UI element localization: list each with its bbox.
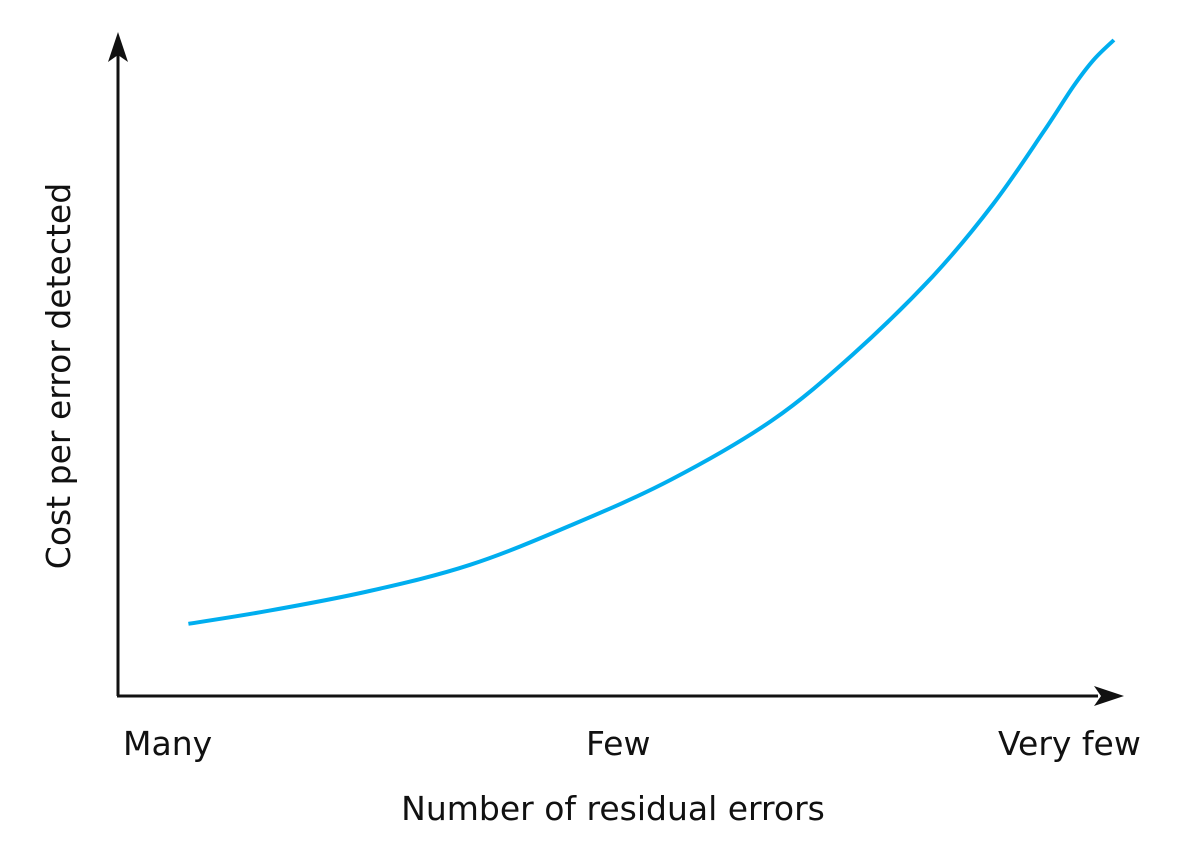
x-tick-label-many: Many [123, 724, 212, 763]
x-axis-arrow [1094, 686, 1124, 706]
y-axis-arrow [108, 32, 128, 62]
y-axis-title: Cost per error detected [39, 183, 78, 569]
x-tick-label-very-few: Very few [998, 724, 1141, 763]
x-tick-label-few: Few [586, 724, 650, 763]
x-axis-title: Number of residual errors [401, 789, 825, 828]
series-line [188, 38, 1116, 626]
